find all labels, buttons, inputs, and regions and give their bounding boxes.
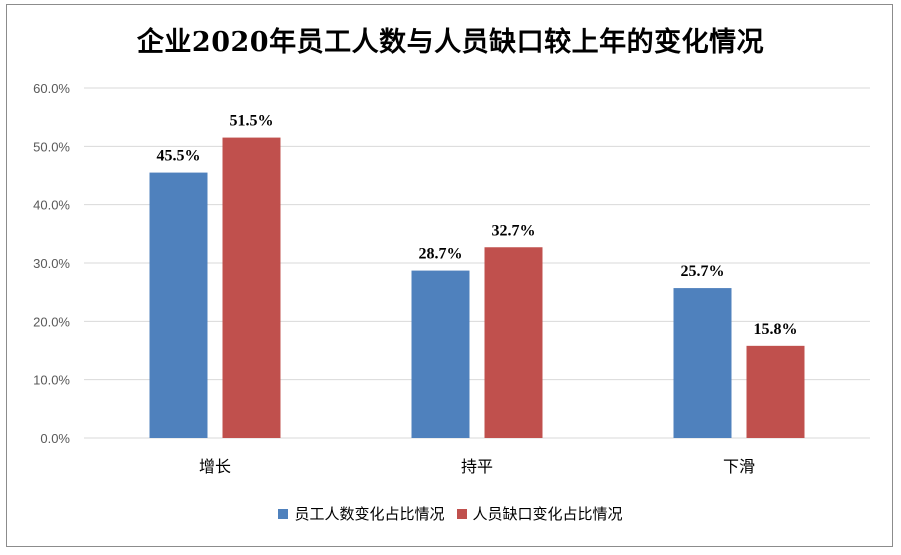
data-label: 32.7% — [492, 222, 536, 239]
bar — [222, 137, 281, 439]
legend-item-gap: 人员缺口变化占比情况 — [456, 503, 623, 524]
bar — [411, 270, 470, 438]
data-label: 15.8% — [754, 321, 798, 338]
y-tick-label: 50.0% — [33, 139, 70, 154]
y-tick-label: 30.0% — [33, 256, 70, 271]
y-tick-label: 60.0% — [33, 81, 70, 96]
x-tick-label: 下滑 — [723, 457, 755, 476]
bar — [746, 345, 805, 438]
y-tick-label: 10.0% — [33, 373, 70, 388]
data-label: 25.7% — [681, 263, 725, 280]
x-tick-label: 增长 — [199, 457, 231, 476]
legend-swatch-employees — [278, 508, 289, 519]
chart-title: 企业2020年员工人数与人员缺口较上年的变化情况 — [136, 27, 765, 58]
y-tick-label: 40.0% — [33, 198, 70, 213]
legend-label-gap: 人员缺口变化占比情况 — [472, 505, 623, 523]
data-label: 28.7% — [419, 246, 463, 263]
data-label: 51.5% — [230, 113, 274, 130]
bar — [484, 247, 543, 438]
legend-label-employees: 员工人数变化占比情况 — [294, 505, 445, 523]
x-tick-label: 持平 — [461, 457, 493, 476]
legend: 员工人数变化占比情况 人员缺口变化占比情况 — [0, 503, 901, 524]
legend-swatch-gap — [456, 508, 467, 519]
data-label: 45.5% — [157, 148, 201, 165]
y-tick-label: 20.0% — [33, 314, 70, 329]
y-tick-label: 0.0% — [40, 431, 70, 446]
legend-item-employees: 员工人数变化占比情况 — [278, 503, 445, 524]
bar — [149, 172, 208, 439]
bar — [673, 288, 732, 438]
